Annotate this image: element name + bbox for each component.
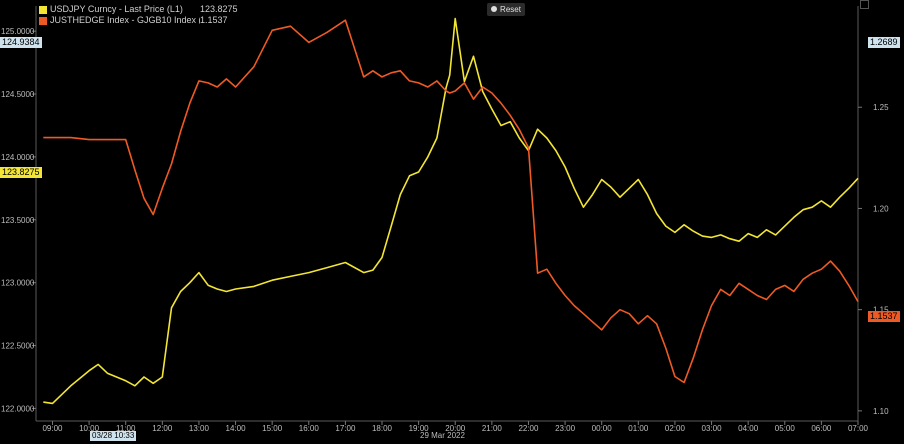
right-axis-top-flag: 1.2689 xyxy=(868,37,900,48)
x-tick-label: 17:00 xyxy=(335,424,356,433)
y-left-tick-label: 122.0000 xyxy=(1,404,35,413)
x-tick-label: 18:00 xyxy=(372,424,393,433)
legend-value-justhedge: 1.1537 xyxy=(200,15,228,25)
x-tick-label: 06:00 xyxy=(811,424,832,433)
reset-label: Reset xyxy=(500,5,521,14)
x-tick-label: 02:00 xyxy=(665,424,686,433)
right-axis-last-flag: 1.1537 xyxy=(868,311,900,322)
legend-swatch-justhedge xyxy=(39,16,47,25)
x-tick-label: 04:00 xyxy=(738,424,759,433)
legend-label-justhedge: JUSTHEDGE Index - GJGB10 Index (R1) xyxy=(50,15,200,25)
y-right-tick-label: 1.20 xyxy=(873,204,889,213)
x-tick-label: 14:00 xyxy=(226,424,247,433)
x-tick-label: 10:00 xyxy=(79,424,100,433)
y-right-tick-label: 1.25 xyxy=(873,103,889,112)
y-left-tick-label: 124.0000 xyxy=(1,153,35,162)
y-left-tick-label: 123.5000 xyxy=(1,216,35,225)
y-left-tick-label: 124.5000 xyxy=(1,90,35,99)
axes: 122.0000 122.5000 123.0000 123.5000 124.0000… xyxy=(1,6,889,433)
x-tick-label: 03:00 xyxy=(702,424,723,433)
x-tick-label: 01:00 xyxy=(628,424,649,433)
y-right-tick-label: 1.15 xyxy=(873,306,889,315)
legend-value-usdjpy: 123.8275 xyxy=(200,4,238,14)
date-label: 29 Mar 2022 xyxy=(420,431,465,440)
y-left-tick-label: 125.0000 xyxy=(1,27,35,36)
legend-item-usdjpy[interactable]: USDJPY Curncy - Last Price (L1) 123.8275 xyxy=(39,4,238,15)
x-tick-label: 09:00 xyxy=(42,424,63,433)
x-tick-label: 12:00 xyxy=(152,424,173,433)
left-axis-top-flag: 124.9384 xyxy=(0,37,42,48)
reset-button[interactable]: Reset xyxy=(487,3,525,16)
legend-swatch-usdjpy xyxy=(39,5,47,14)
x-tick-label: 22:00 xyxy=(518,424,539,433)
legend: USDJPY Curncy - Last Price (L1) 123.8275… xyxy=(39,4,238,26)
x-tick-label: 13:00 xyxy=(189,424,210,433)
series-justhedge-line xyxy=(43,19,859,384)
y-left-tick-label: 123.0000 xyxy=(1,279,35,288)
y-left-tick-label: 122.5000 xyxy=(1,342,35,351)
x-tick-label: 21:00 xyxy=(482,424,503,433)
x-tick-label: 11:00 xyxy=(116,424,136,433)
x-tick-label: 19:00 xyxy=(409,424,430,433)
chart-options-button[interactable] xyxy=(860,0,869,9)
x-tick-label: 20:00 xyxy=(445,424,466,433)
y-right-tick-label: 1.10 xyxy=(873,407,889,416)
left-axis-last-flag: 123.8275 xyxy=(0,167,42,178)
x-tick-label: 05:00 xyxy=(775,424,796,433)
x-tick-label: 15:00 xyxy=(262,424,283,433)
x-tick-label: 23:00 xyxy=(555,424,576,433)
x-tick-label: 07:00 xyxy=(848,424,869,433)
legend-item-justhedge[interactable]: JUSTHEDGE Index - GJGB10 Index (R1) 1.15… xyxy=(39,15,238,26)
x-tick-label: 16:00 xyxy=(299,424,320,433)
reset-icon xyxy=(491,6,498,12)
series-layer xyxy=(43,17,859,405)
legend-label-usdjpy: USDJPY Curncy - Last Price (L1) xyxy=(50,4,183,14)
series-usdjpy-line xyxy=(43,17,859,405)
x-tick-label: 00:00 xyxy=(592,424,613,433)
start-date-flag: 03/28 10:33 xyxy=(90,431,137,441)
